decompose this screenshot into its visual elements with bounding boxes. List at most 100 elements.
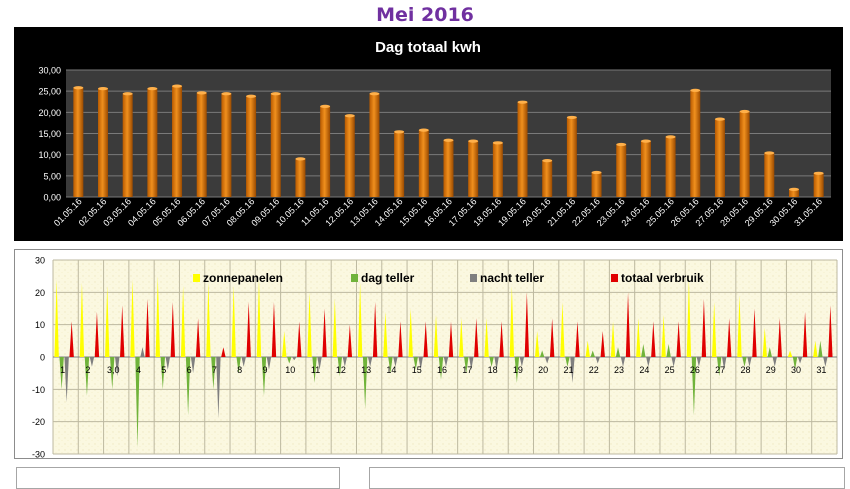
spike-nacht-teller bbox=[367, 357, 373, 367]
x-tick-label: 12 bbox=[336, 365, 346, 375]
spike-nacht-teller bbox=[696, 357, 702, 367]
spike-dag-teller bbox=[539, 350, 545, 357]
spike-totaal-verbruik bbox=[221, 347, 226, 357]
y-tick-label: 0 bbox=[40, 353, 45, 363]
bar bbox=[344, 115, 355, 197]
spike-zonnepanelen bbox=[231, 285, 236, 357]
spike-zonnepanelen bbox=[332, 298, 338, 357]
x-tick-label: 8 bbox=[237, 365, 242, 375]
x-tick-label: 5 bbox=[161, 365, 166, 375]
spike-totaal-verbruik bbox=[322, 308, 327, 357]
legend-label: nacht teller bbox=[480, 271, 544, 285]
y-tick-label: 20 bbox=[35, 288, 45, 298]
spike-dag-teller bbox=[565, 357, 570, 367]
spike-dag-teller bbox=[590, 350, 595, 357]
spike-totaal-verbruik bbox=[120, 305, 125, 357]
spike-zonnepanelen bbox=[610, 321, 616, 357]
bar-cap bbox=[221, 92, 232, 96]
spike-dag-teller bbox=[236, 357, 241, 374]
spike-nacht-teller bbox=[443, 357, 449, 367]
bar-cap bbox=[690, 88, 701, 92]
x-tick-label: 3,0 bbox=[107, 365, 120, 375]
bar-cap bbox=[418, 128, 429, 132]
spike-totaal-verbruik bbox=[676, 321, 681, 357]
spike-totaal-verbruik bbox=[145, 298, 150, 357]
legend-swatch bbox=[611, 274, 618, 282]
y-tick-label: 30,00 bbox=[38, 66, 61, 76]
bar bbox=[640, 141, 651, 197]
bar-cap bbox=[270, 92, 281, 96]
bottom-left-panel bbox=[16, 467, 340, 489]
chart-title: Dag totaal kwh bbox=[375, 39, 481, 56]
spike-totaal-verbruik bbox=[549, 318, 555, 357]
x-tick-label: 24 bbox=[639, 365, 649, 375]
spike-dag-teller bbox=[666, 344, 671, 357]
bar bbox=[517, 102, 528, 197]
y-tick-label: 10 bbox=[35, 320, 45, 330]
spike-nacht-teller bbox=[115, 357, 120, 377]
y-tick-label: -20 bbox=[32, 417, 45, 427]
spike-totaal-verbruik bbox=[701, 298, 707, 357]
bar-cap bbox=[492, 141, 503, 145]
spike-zonnepanelen bbox=[762, 327, 767, 357]
legend-swatch bbox=[470, 274, 477, 282]
bar bbox=[714, 119, 725, 197]
y-tick-label: 10,00 bbox=[38, 150, 61, 160]
spike-nacht-teller bbox=[469, 357, 474, 370]
page-title: Mei 2016 bbox=[376, 4, 474, 26]
x-tick-label: 28 bbox=[740, 365, 750, 375]
bar-cap bbox=[591, 170, 602, 175]
x-tick-label: 26 bbox=[690, 365, 700, 375]
spike-nacht-teller bbox=[646, 357, 651, 367]
spike-nacht-teller bbox=[595, 357, 600, 364]
x-tick-label: 21 bbox=[563, 365, 573, 375]
x-tick-label: 2 bbox=[85, 365, 90, 375]
x-tick-label: 13 bbox=[361, 365, 371, 375]
spike-dag-teller bbox=[767, 347, 772, 357]
spike-dag-teller bbox=[615, 347, 621, 357]
x-tick-label: 19 bbox=[513, 365, 523, 375]
spike-zonnepanelen bbox=[282, 331, 287, 357]
spike-totaal-verbruik bbox=[802, 311, 808, 357]
spike-nacht-teller bbox=[216, 357, 221, 419]
spike-zonnepanelen bbox=[560, 302, 565, 357]
bottom-right-panel bbox=[369, 467, 845, 489]
y-tick-label: 25,00 bbox=[38, 87, 61, 97]
bar bbox=[813, 173, 824, 197]
spike-nacht-teller bbox=[418, 357, 423, 370]
bar bbox=[98, 88, 109, 197]
bar-cap bbox=[517, 100, 528, 104]
bar bbox=[196, 92, 207, 197]
bar bbox=[665, 136, 676, 197]
bar bbox=[320, 106, 331, 197]
bar bbox=[147, 88, 158, 197]
x-tick-label: 11 bbox=[311, 365, 320, 375]
y-tick-label: 20,00 bbox=[38, 108, 61, 118]
spike-dag-teller bbox=[110, 357, 115, 390]
bar-cap bbox=[739, 109, 750, 114]
spike-dag-teller bbox=[59, 357, 64, 390]
bar-cap bbox=[122, 92, 133, 96]
bar-cap bbox=[320, 104, 331, 109]
bar bbox=[542, 160, 553, 197]
bar bbox=[221, 93, 232, 197]
x-tick-label: 23 bbox=[614, 365, 624, 375]
bar-cap bbox=[468, 139, 479, 143]
bar bbox=[468, 141, 479, 197]
bar-cap bbox=[73, 86, 84, 90]
spike-dag-teller bbox=[413, 357, 418, 370]
y-tick-label: 15,00 bbox=[38, 129, 61, 139]
bar bbox=[690, 90, 701, 197]
spike-totaal-verbruik bbox=[499, 321, 504, 357]
spike-zonnepanelen bbox=[155, 276, 161, 357]
spike-nacht-teller bbox=[140, 347, 145, 357]
spike-dag-teller bbox=[464, 357, 469, 374]
spike-dag-teller bbox=[514, 357, 520, 383]
spike-nacht-teller bbox=[317, 357, 322, 370]
x-tick-label: 27 bbox=[715, 365, 725, 375]
spike-nacht-teller bbox=[342, 357, 348, 367]
y-tick-label: 30 bbox=[35, 256, 45, 266]
spike-totaal-verbruik bbox=[726, 318, 732, 357]
legend-label: totaal verbruik bbox=[621, 271, 704, 285]
